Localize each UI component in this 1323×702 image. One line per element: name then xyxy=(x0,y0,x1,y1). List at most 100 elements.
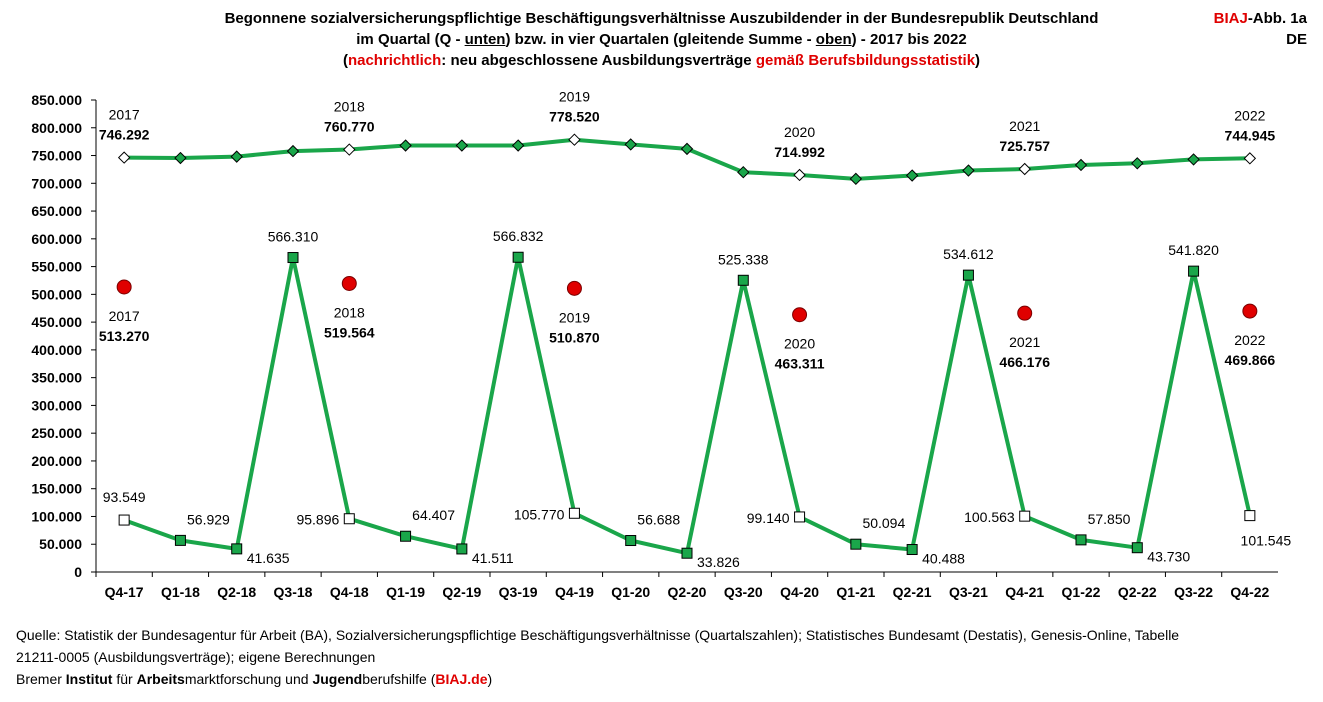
title-unten: unten xyxy=(464,31,506,48)
x-tick-label: Q4-22 xyxy=(1230,584,1269,600)
label-quarterly-value: 41.511 xyxy=(472,550,514,566)
source-note: Quelle: Statistik der Bundesagentur für … xyxy=(16,624,1179,690)
marker-moving-sum-point xyxy=(1018,162,1031,176)
marker-contract-dot xyxy=(116,279,132,295)
label-quarterly-value: 534.612 xyxy=(943,246,994,262)
label-contract-year: 2017 xyxy=(109,308,140,324)
label-quarterly-value: 56.929 xyxy=(187,511,230,527)
x-tick-label: Q4-21 xyxy=(1005,584,1044,600)
label-contract-year: 2020 xyxy=(784,336,815,352)
y-tick-label: 300.000 xyxy=(31,397,82,413)
title-paren-close: ) xyxy=(975,52,981,69)
x-tick-label: Q3-22 xyxy=(1174,584,1213,600)
y-tick-label: 700.000 xyxy=(31,175,82,191)
label-contract-value: 519.564 xyxy=(324,324,375,340)
y-tick-label: 450.000 xyxy=(31,314,82,330)
marker-quarterly-point xyxy=(906,544,918,556)
x-tick-label: Q1-18 xyxy=(161,584,200,600)
marker-quarterly-point xyxy=(1131,542,1143,554)
marker-quarterly-point xyxy=(400,530,412,542)
label-quarterly-value: 93.549 xyxy=(103,489,146,505)
x-tick-label: Q3-20 xyxy=(724,584,763,600)
marker-moving-sum-point xyxy=(568,133,581,146)
y-tick-label: 100.000 xyxy=(31,508,82,524)
y-axis: 0 50.000 100.000 150.000 200.000 250.000 300.0… xyxy=(31,92,97,580)
marker-quarterly-point xyxy=(962,269,974,281)
label-contract-year: 2019 xyxy=(559,309,590,325)
label-contract-year: 2021 xyxy=(1009,334,1040,350)
marker-quarterly-point xyxy=(568,507,580,519)
label-moving-sum-year: 2018 xyxy=(334,99,365,115)
marker-moving-sum-point xyxy=(1243,152,1257,165)
title-line-2a: im Quartal (Q - xyxy=(356,31,465,48)
source-3c: für xyxy=(112,671,137,687)
y-tick-label: 150.000 xyxy=(31,481,82,497)
label-moving-sum-value: 746.292 xyxy=(99,127,150,143)
label-quarterly-value: 64.407 xyxy=(412,507,455,523)
label-moving-sum-year: 2019 xyxy=(559,89,590,105)
x-tick-label: Q2-20 xyxy=(668,584,707,600)
x-tick-label: Q3-19 xyxy=(499,584,538,600)
x-tick-label: Q4-17 xyxy=(105,584,144,600)
x-tick-label: Q4-18 xyxy=(330,584,369,600)
chart-title: Begonnene sozialversicherungspflichtige … xyxy=(0,8,1323,71)
marker-quarterly-point xyxy=(287,252,299,264)
x-tick-label: Q3-21 xyxy=(949,584,988,600)
title-paren-open: ( xyxy=(342,52,348,69)
marker-moving-sum-point xyxy=(174,151,187,165)
title-line-3c: : neu abgeschlossene Ausbildungsverträge xyxy=(441,52,756,69)
title-oben: oben xyxy=(815,31,852,48)
source-3i: ) xyxy=(487,671,493,687)
marker-quarterly-point xyxy=(118,514,130,526)
title-line-3: (nachrichtlich: neu abgeschlossene Ausbi… xyxy=(0,50,1323,71)
x-tick-label: Q2-19 xyxy=(442,584,481,600)
marker-quarterly-point xyxy=(1075,534,1087,546)
source-institut: Institut xyxy=(65,671,113,687)
label-contract-year: 2018 xyxy=(334,304,365,320)
marker-moving-sum-point xyxy=(1131,157,1144,170)
y-tick-label: 350.000 xyxy=(31,370,82,386)
label-contract-year: 2022 xyxy=(1234,332,1265,348)
y-tick-label: 200.000 xyxy=(31,453,82,469)
y-tick-label: 500.000 xyxy=(31,286,82,302)
label-moving-sum-year: 2020 xyxy=(784,124,815,140)
marker-moving-sum-point xyxy=(399,139,412,152)
y-tick-label: 550.000 xyxy=(31,259,82,275)
label-quarterly-value: 40.488 xyxy=(922,551,965,567)
y-tick-label: 0 xyxy=(74,564,82,580)
y-tick-label: 750.000 xyxy=(31,148,82,164)
markers xyxy=(116,133,1258,559)
x-axis: Q4-17 Q1-18 Q2-18 Q3-18 Q4-18 Q1-19 Q2-19 Q3-19… xyxy=(95,571,1278,600)
series-lines xyxy=(123,137,1252,556)
marker-moving-sum-point xyxy=(680,142,694,156)
x-tick-label: Q1-19 xyxy=(386,584,425,600)
label-contract-value: 510.870 xyxy=(549,329,600,345)
marker-quarterly-point xyxy=(794,511,806,523)
marker-quarterly-point xyxy=(625,535,637,547)
source-line-3: Bremer Institut für Arbeitsmarktforschun… xyxy=(16,668,1179,690)
y-tick-label: 850.000 xyxy=(31,92,82,108)
label-moving-sum-value: 760.770 xyxy=(324,119,375,135)
x-tick-label: Q2-22 xyxy=(1118,584,1157,600)
marker-quarterly-point xyxy=(231,543,243,555)
source-jugend: Jugend xyxy=(312,671,363,687)
marker-contract-dot xyxy=(1017,305,1033,321)
x-tick-label: Q4-19 xyxy=(555,584,594,600)
label-quarterly-value: 566.310 xyxy=(268,229,319,245)
x-tick-label: Q1-22 xyxy=(1062,584,1101,600)
y-tick-label: 400.000 xyxy=(31,342,82,358)
y-tick-label: 800.000 xyxy=(31,120,82,136)
marker-contract-dot xyxy=(1242,303,1258,319)
y-tick-label: 50.000 xyxy=(39,536,82,552)
source-3e: marktforschung und xyxy=(184,671,313,687)
title-line-1: Begonnene sozialversicherungspflichtige … xyxy=(224,10,1099,27)
label-quarterly-value: 100.563 xyxy=(964,509,1015,525)
title-berufsbildungsstatistik: gemäß Berufsbildungsstatistik xyxy=(755,52,976,69)
x-tick-label: Q4-20 xyxy=(780,584,819,600)
marker-quarterly-point xyxy=(343,513,355,525)
marker-moving-sum-point xyxy=(1074,158,1088,172)
label-quarterly-value: 105.770 xyxy=(514,506,565,522)
x-tick-label: Q1-20 xyxy=(611,584,650,600)
source-line-1: Quelle: Statistik der Bundesagentur für … xyxy=(16,627,1180,643)
badge-brand: BIAJ xyxy=(1213,10,1248,27)
